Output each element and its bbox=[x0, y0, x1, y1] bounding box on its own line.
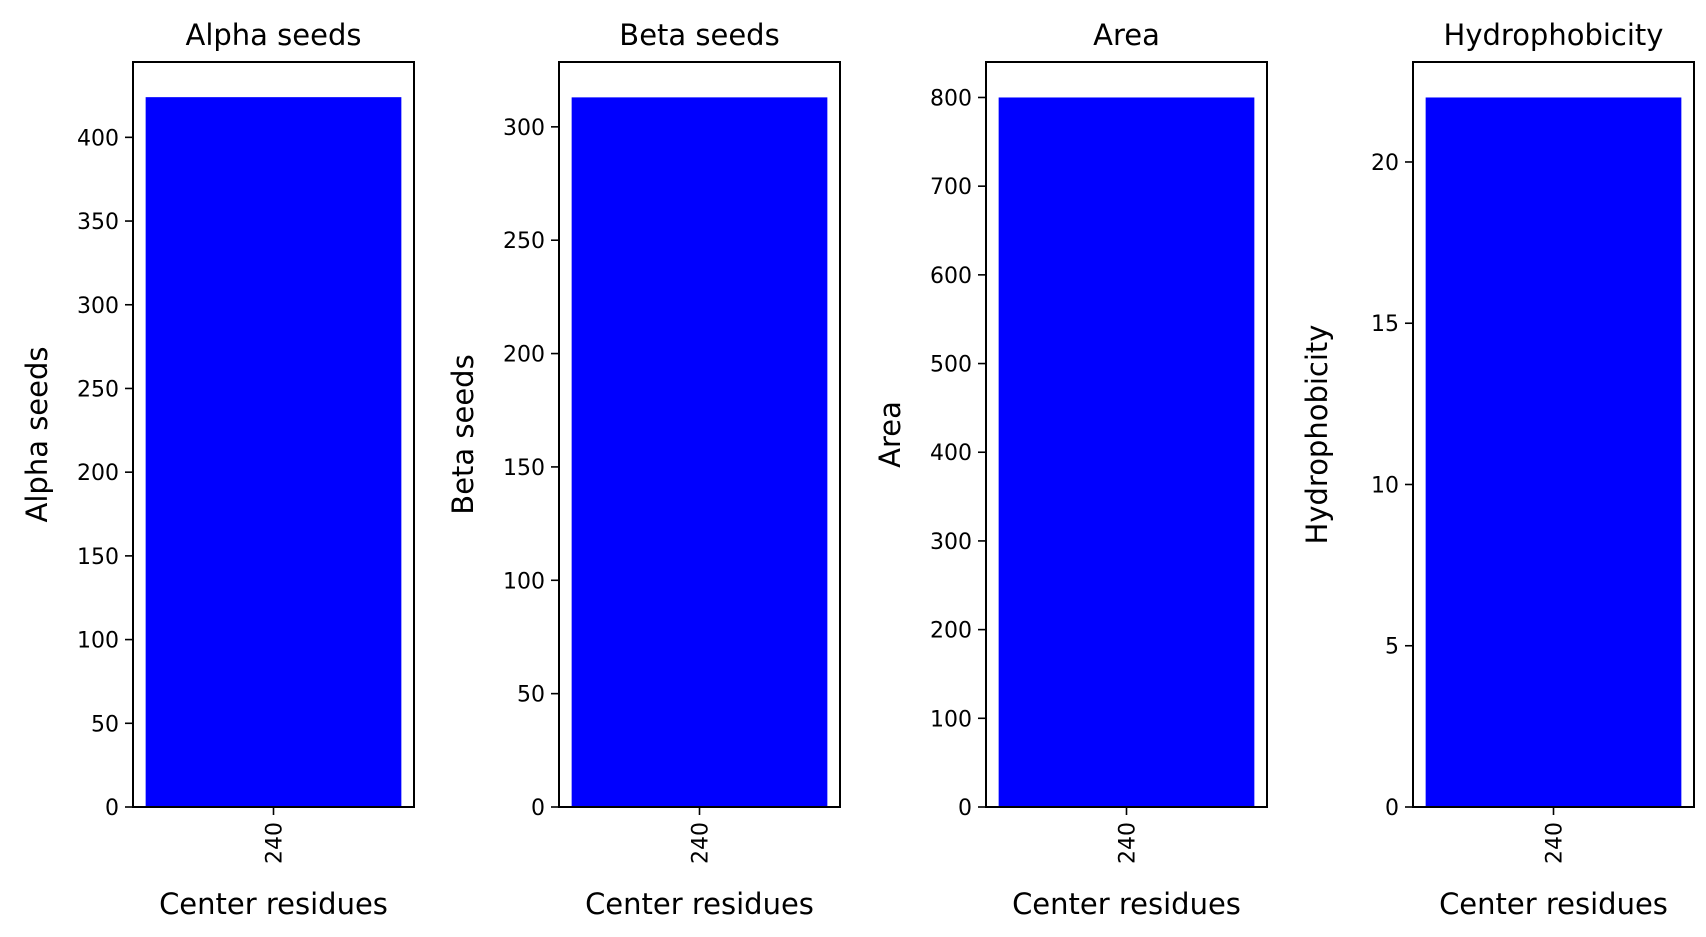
y-tick-label: 200 bbox=[77, 461, 119, 486]
y-tick-label: 100 bbox=[77, 629, 119, 654]
x-axis-label: Center residues bbox=[159, 887, 388, 921]
y-tick-label: 200 bbox=[503, 343, 545, 368]
y-tick-label: 5 bbox=[1385, 635, 1399, 660]
bar bbox=[998, 97, 1255, 807]
y-tick-label: 600 bbox=[930, 264, 972, 289]
y-tick-label: 100 bbox=[503, 569, 545, 594]
y-axis-label: Alpha seeds bbox=[20, 347, 54, 523]
bar bbox=[571, 97, 828, 807]
panel-title: Alpha seeds bbox=[186, 18, 362, 52]
x-tick-label: 240 bbox=[689, 822, 714, 864]
y-tick-label: 20 bbox=[1371, 151, 1399, 176]
y-tick-label: 250 bbox=[503, 229, 545, 254]
y-tick-label: 200 bbox=[930, 619, 972, 644]
chart-panel-4: 0 5 10 15 20 240 Hydrophobicity Center residues… bbox=[1300, 18, 1695, 921]
x-axis-label: Center residues bbox=[585, 887, 814, 921]
y-axis-label: Hydrophobicity bbox=[1300, 325, 1334, 545]
y-tick-label: 150 bbox=[503, 456, 545, 481]
y-tick-label: 250 bbox=[77, 377, 119, 402]
y-tick-label: 350 bbox=[77, 210, 119, 235]
y-tick-label: 400 bbox=[930, 441, 972, 466]
y-tick-label: 10 bbox=[1371, 473, 1399, 498]
y-tick-label: 300 bbox=[77, 294, 119, 319]
y-tick-label: 0 bbox=[958, 796, 972, 821]
y-tick-label: 0 bbox=[531, 796, 545, 821]
bar bbox=[145, 97, 402, 808]
panel-title: Area bbox=[1093, 18, 1160, 52]
y-tick-label: 300 bbox=[503, 116, 545, 141]
panel-title: Hydrophobicity bbox=[1444, 18, 1664, 52]
y-axis-label: Beta seeds bbox=[446, 354, 480, 514]
y-tick-label: 15 bbox=[1371, 312, 1399, 337]
y-tick-label: 150 bbox=[77, 545, 119, 570]
y-tick-label: 800 bbox=[930, 86, 972, 111]
y-tick-label: 0 bbox=[105, 796, 119, 821]
y-tick-label: 500 bbox=[930, 353, 972, 378]
chart-panel-2: 0 50 100 150 200 250 300 240 Beta seeds Center re… bbox=[446, 18, 841, 921]
y-tick-label: 50 bbox=[517, 683, 545, 708]
x-tick-label: 240 bbox=[263, 822, 288, 864]
panel-title: Beta seeds bbox=[619, 18, 779, 52]
chart-panel-1: 0 50 100 150 200 250 300 350 400 240 Alpha seeds Ce… bbox=[20, 18, 415, 921]
y-tick-label: 50 bbox=[91, 712, 119, 737]
y-tick-label: 700 bbox=[930, 175, 972, 200]
x-axis-label: Center residues bbox=[1012, 887, 1241, 921]
x-tick-label: 240 bbox=[1543, 822, 1568, 864]
y-tick-label: 400 bbox=[77, 126, 119, 151]
x-tick-label: 240 bbox=[1116, 822, 1141, 864]
y-tick-label: 0 bbox=[1385, 796, 1399, 821]
chart-panel-3: 0 100 200 300 400 500 600 700 800 240 Area Center r… bbox=[873, 18, 1268, 921]
y-tick-label: 300 bbox=[930, 530, 972, 555]
y-tick-label: 100 bbox=[930, 707, 972, 732]
y-axis-label: Area bbox=[873, 401, 907, 468]
bar bbox=[1425, 97, 1682, 807]
x-axis-label: Center residues bbox=[1439, 887, 1668, 921]
